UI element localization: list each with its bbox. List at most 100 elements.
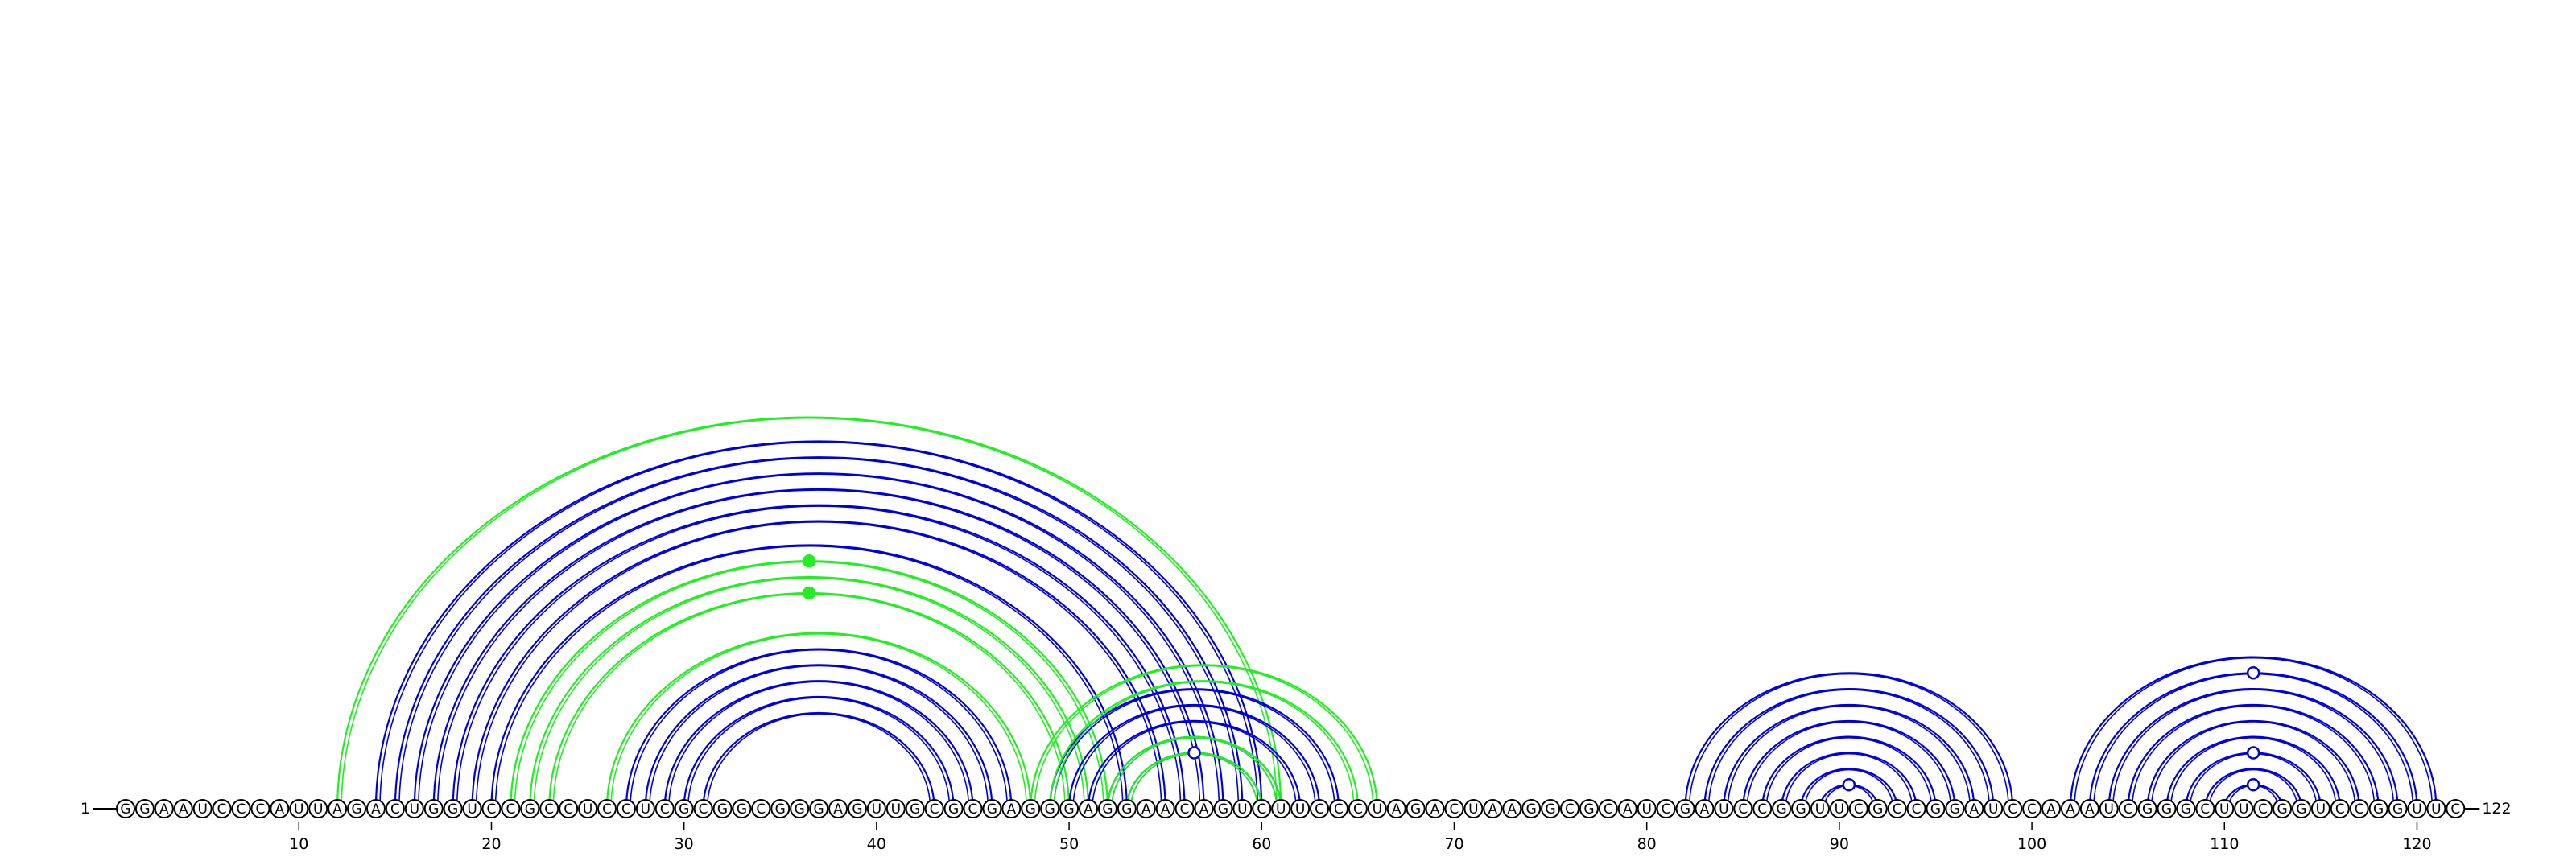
arc-blue-107-116-inner-stroke (2169, 737, 2337, 810)
nucleotide-letter: G (1583, 801, 1594, 818)
nucleotide-letter: A (1006, 801, 1016, 818)
nucleotide-letter: U (410, 801, 419, 818)
arc-blue-16-58-inner-stroke (418, 473, 1220, 810)
nucleotide-circle (616, 799, 636, 818)
nucleotide-49: G (1040, 799, 1060, 818)
arc-blue-105-118 (2127, 703, 2380, 810)
nucleotide-circle (1271, 799, 1291, 818)
nucleotide-letter: C (1565, 801, 1575, 818)
nucleotide-66: U (1367, 799, 1387, 818)
nucleotide-letter: U (2316, 801, 2326, 818)
nucleotide-34: C (751, 799, 771, 818)
arc-blue-86-95-inner-stroke (1765, 737, 1933, 810)
arc-blue-83-98-inner-stroke (1707, 689, 1991, 810)
nucleotide-letter: G (139, 801, 150, 818)
arc-blue-86-95 (1761, 735, 1937, 810)
nucleotide-circle (2291, 799, 2311, 818)
nucleotide-letter: G (679, 801, 689, 818)
nucleotide-letter: C (756, 801, 766, 818)
nucleotide-letter: C (237, 801, 246, 818)
nucleotide-letter: C (2258, 801, 2268, 818)
nucleotide-112: C (2253, 799, 2273, 818)
nucleotide-letter: A (179, 801, 188, 818)
nucleotide-circle (2195, 799, 2215, 818)
nucleotide-24: C (559, 799, 579, 818)
nucleotide-circle (192, 799, 213, 818)
nucleotide-57: A (1194, 799, 1214, 818)
nucleotide-circle (1752, 799, 1773, 818)
nucleotide-99: C (2003, 799, 2023, 818)
arc-blue-87-94-inner-stroke (1785, 752, 1913, 810)
nucleotide-letter: G (987, 801, 997, 818)
nucleotide-7: C (231, 799, 251, 818)
nucleotide-68: G (1406, 799, 1426, 818)
nucleotide-39: G (847, 799, 867, 818)
arc-blue-107-116 (2165, 735, 2341, 810)
nucleotide-letter: C (1854, 801, 1864, 818)
nucleotide-letter: G (448, 801, 458, 818)
arc-blue-82-99 (1684, 672, 2014, 810)
nucleotide-circle (866, 799, 886, 818)
axis-tick-label-20: 20 (481, 835, 501, 853)
nucleotide-letter: U (2412, 801, 2421, 818)
nucleotide-circle (1097, 799, 1117, 818)
nucleotide-64: C (1328, 799, 1348, 818)
nucleotide-circle (809, 799, 829, 818)
nucleotide-94: C (1906, 799, 1926, 818)
nucleotide-circle (905, 799, 925, 818)
nucleotide-119: G (2388, 799, 2408, 818)
nucleotide-circle (2310, 799, 2330, 818)
nucleotide-circle (2368, 799, 2388, 818)
nucleotide-letter: C (2355, 801, 2364, 818)
nucleotide-105: C (2118, 799, 2138, 818)
nucleotide-78: C (1598, 799, 1618, 818)
nucleotide-letter: C (1912, 801, 1922, 818)
nucleotide-circle (1252, 799, 1272, 818)
arc-blue-20-53-inner-stroke (494, 545, 1124, 810)
nucleotide-circle (674, 799, 694, 818)
nucleotide-letter: G (1795, 801, 1806, 818)
nucleotide-circle (1829, 799, 1849, 818)
arc-blue-109-114-inner-stroke (2208, 768, 2298, 810)
nucleotide-letter: U (2239, 801, 2248, 818)
nucleotide-circle (1059, 799, 1080, 818)
nucleotide-letter: C (2450, 801, 2460, 818)
nucleotide-circle (481, 799, 502, 818)
nucleotide-59: U (1232, 799, 1253, 818)
nucleotide-circle (365, 799, 386, 818)
nucleotide-letter: A (371, 801, 381, 818)
nucleotide-letter: U (2431, 801, 2441, 818)
nucleotide-circle (250, 799, 270, 818)
nucleotide-35: G (770, 799, 791, 818)
nucleotide-107: G (2157, 799, 2177, 818)
arc-markers (802, 554, 2260, 792)
nucleotide-55: A (1155, 799, 1175, 818)
nucleotide-19: U (462, 799, 482, 818)
nucleotide-letter: C (1738, 801, 1748, 818)
nucleotide-letter: C (1334, 801, 1344, 818)
nucleotide-letter: C (390, 801, 400, 818)
nucleotide-67: A (1386, 799, 1406, 818)
arc-blue-29-45 (663, 680, 974, 810)
nucleotide-circle (462, 799, 482, 818)
nucleotide-letter: G (351, 801, 361, 818)
arc-blue-19-55 (471, 520, 1166, 810)
nucleotide-letter: C (217, 801, 227, 818)
nucleotide-87: G (1772, 799, 1792, 818)
nucleotide-circle (1714, 799, 1734, 818)
nucleotide-circle (1579, 799, 1599, 818)
nucleotide-40: U (866, 799, 886, 818)
axis-tick-label-40: 40 (867, 835, 886, 853)
nucleotide-letter: A (1392, 801, 1402, 818)
axis-tick-label-10: 10 (289, 835, 308, 853)
nucleotide-44: G (943, 799, 964, 818)
nucleotide-37: G (809, 799, 829, 818)
nucleotide-letter: U (1295, 801, 1305, 818)
nucleotide-letter: U (467, 801, 477, 818)
nucleotide-letter: A (1430, 801, 1440, 818)
nucleotide-2: G (134, 799, 155, 818)
arc-blue-83-98 (1703, 688, 1995, 810)
nucleotide-letter: G (2373, 801, 2384, 818)
nucleotide-letter: A (2066, 801, 2075, 818)
nucleotide-48: G (1021, 799, 1041, 818)
